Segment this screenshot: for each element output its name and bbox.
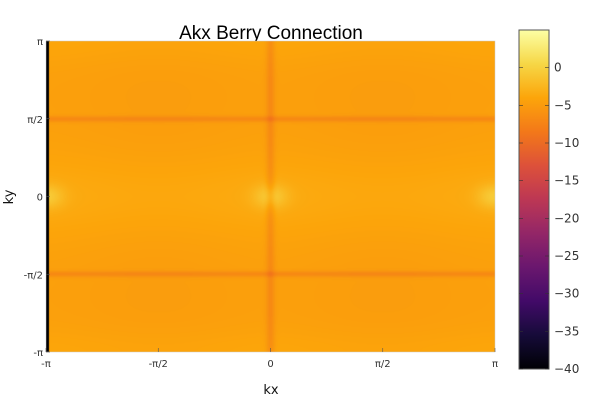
x-axis-ticks: -π -π/2 0 π/2 π <box>41 348 498 370</box>
x-tick-label: 0 <box>267 359 273 370</box>
colorbar-tick-label: −40 <box>554 362 579 376</box>
x-tick-label: -π/2 <box>149 359 168 370</box>
colorbar-tick-label: −35 <box>554 324 579 338</box>
y-tick-label: -π <box>33 348 43 359</box>
y-axis-label: ky <box>2 189 17 204</box>
colorbar-tick-label: −20 <box>554 211 579 225</box>
colorbar-tick-label: −10 <box>554 136 579 150</box>
colorbar-tick-label: −15 <box>554 174 579 188</box>
y-tick-label: 0 <box>37 193 43 204</box>
colorbar-gradient <box>518 29 550 370</box>
colorbar-tick-label: −30 <box>554 287 579 301</box>
x-axis-label: kx <box>263 383 279 398</box>
heatmap-plot-area <box>45 40 496 353</box>
colorbar-tick-label: 0 <box>554 61 562 75</box>
colorbar: 0 −5 −10 −15 −20 −25 −30 −35 −40 <box>518 29 579 376</box>
heatmap-image <box>46 41 495 352</box>
y-axis-ticks: π π/2 0 -π/2 -π <box>24 37 50 359</box>
x-tick-label: π/2 <box>375 359 391 370</box>
colorbar-ticks: 0 −5 −10 −15 −20 −25 −30 −35 −40 <box>519 61 579 376</box>
x-tick-label: -π <box>41 359 51 370</box>
chart-title: Akx Berry Connection <box>179 23 363 44</box>
y-tick-label: -π/2 <box>24 270 43 281</box>
x-tick-label: π <box>492 359 498 370</box>
colorbar-tick-label: −25 <box>554 249 579 263</box>
y-tick-label: π <box>37 37 43 48</box>
y-tick-label: π/2 <box>27 115 43 126</box>
colorbar-tick-label: −5 <box>554 98 572 112</box>
